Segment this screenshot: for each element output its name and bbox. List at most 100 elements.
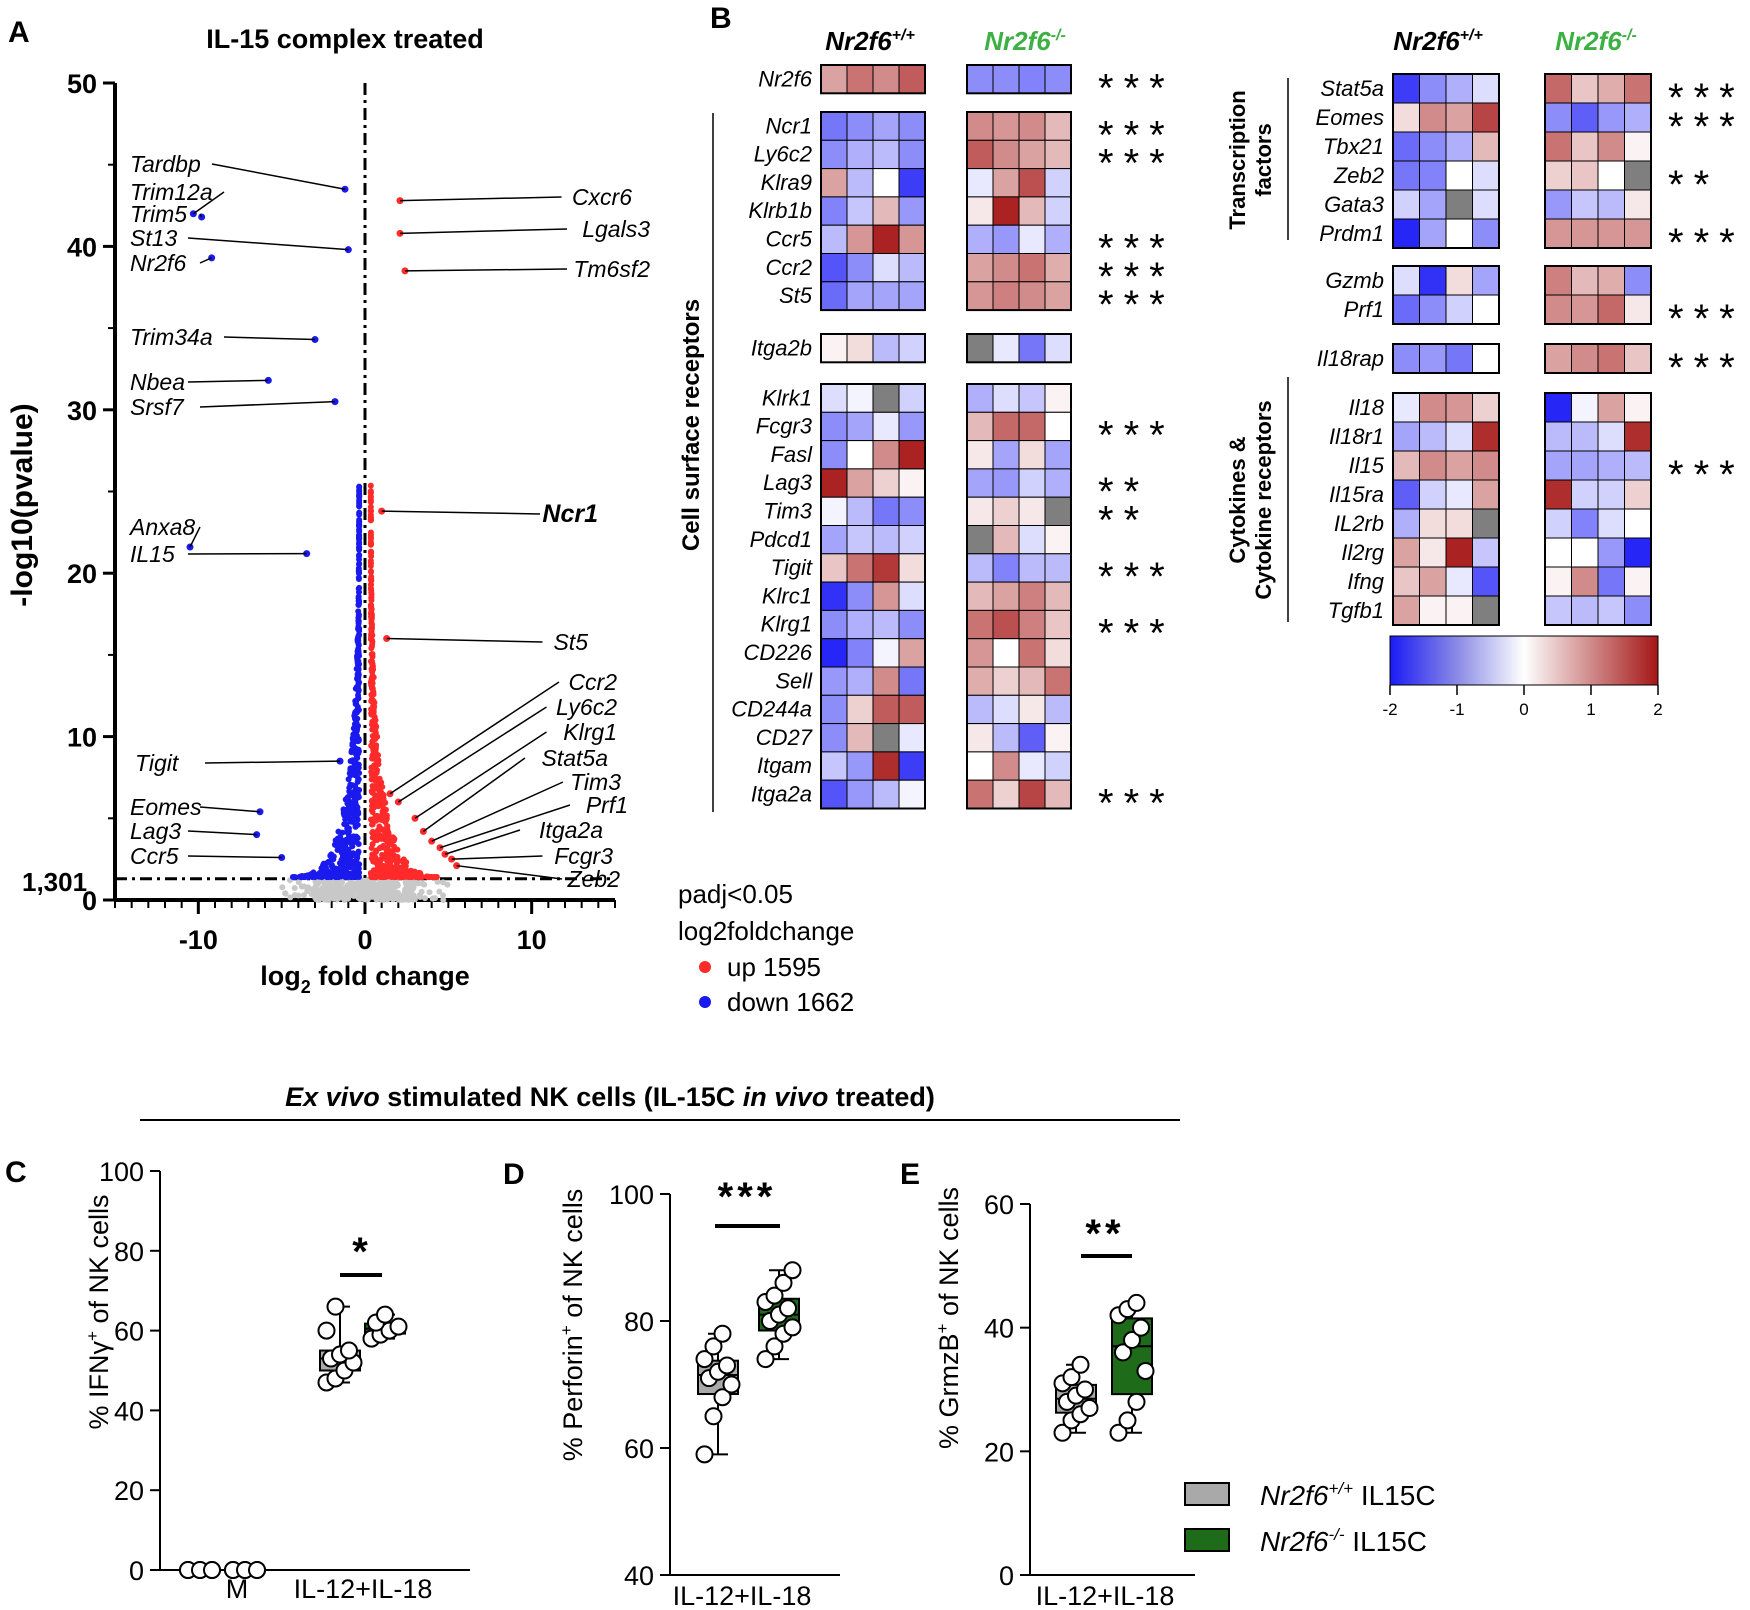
- heatmap-right-cell-il18rap: [1472, 343, 1500, 374]
- heatmap-left-cell-itga2a: [1018, 779, 1046, 810]
- heatmap-right-cell-il18rap: [1624, 343, 1652, 374]
- volcano-point-down: [356, 511, 363, 518]
- volcano-point-down: [346, 852, 353, 859]
- heatmap-left-block-outline: [966, 111, 1072, 312]
- heatmap-right-gene-gzmb: Gzmb: [1325, 268, 1384, 293]
- volcano-point-ns: [323, 883, 330, 890]
- panel-c-y-tick-label: 0: [129, 1556, 144, 1586]
- heatmap-left-cell-cd226: [898, 638, 926, 668]
- heatmap-left-cell-ccr2: [1044, 253, 1072, 283]
- volcano-point-down: [355, 694, 362, 701]
- heatmap-left-cell-klrc1: [898, 581, 926, 611]
- volcano-label-anxa8: Anxa8: [128, 514, 195, 540]
- volcano-point-ns: [380, 883, 387, 890]
- heatmap-left-cell-cd244a: [966, 694, 994, 725]
- heatmap-left-cell-nr2f6: [1018, 64, 1046, 94]
- heatmap-right-cell-zeb2: [1472, 160, 1500, 191]
- heatmap-left-cell-fcgr3: [1018, 411, 1046, 442]
- heatmap-left-cell-klrk1: [898, 383, 926, 413]
- volcano-leader-itga2a: [444, 829, 521, 855]
- heatmap-right-cell-prf1: [1445, 294, 1473, 325]
- volcano-point-ns: [327, 889, 334, 896]
- section-title: Ex vivo stimulated NK cells (IL-15C in v…: [140, 1082, 1180, 1121]
- heatmap-left-cell-ccr5: [898, 224, 926, 254]
- heatmap-right-cell-gata3: [1392, 189, 1420, 220]
- heatmap-left-cell-tim3: [898, 496, 926, 527]
- volcano-label-trim34a: Trim34a: [130, 324, 213, 350]
- volcano-leader-trim12a: [192, 191, 225, 215]
- heatmap-left-gene-sell: Sell: [775, 668, 813, 693]
- volcano-point-ns: [403, 891, 410, 898]
- panel-e-y-tick-label: 60: [984, 1190, 1014, 1220]
- heatmap-left-sig-st5: ***: [1098, 283, 1175, 327]
- heatmap-left-cell-klrb1b: [820, 196, 848, 226]
- panel-e-ko-point: [1118, 1411, 1137, 1430]
- heatmap-left-sig-nr2f6: ***: [1098, 66, 1175, 110]
- heatmap-left-sig-ccr2: ***: [1098, 255, 1175, 299]
- panel-e-x-cat: IL-12+IL-18: [1036, 1581, 1175, 1610]
- heatmap-left-cell-tim3: [846, 496, 874, 527]
- heatmap-left-cell-klrg1: [1018, 609, 1046, 640]
- heatmap-left-cell-cd27: [846, 723, 874, 753]
- heatmap-right-cell-il2rb: [1392, 508, 1420, 539]
- heatmap-left-ko-header: Nr2f6-/-: [984, 26, 1066, 56]
- volcano-point-up: [369, 789, 376, 796]
- heatmap-right-cell-tgfb1: [1392, 595, 1420, 626]
- heatmap-left-cell-pdcd1: [1044, 525, 1072, 555]
- heatmap-left-cell-ncr1: [898, 111, 926, 141]
- volcano-point-down: [353, 838, 360, 845]
- heatmap-right-cell-il15: [1419, 450, 1447, 481]
- heatmap-left-gene-ly6c2: Ly6c2: [754, 142, 812, 167]
- heatmap-left-cell-ly6c2: [872, 139, 900, 170]
- volcano-leader-tm6sf2: [404, 268, 568, 272]
- volcano-point-down: [355, 593, 362, 600]
- heatmap-left-block-outline: [966, 333, 1072, 364]
- panel-label-a: A: [8, 16, 30, 49]
- heatmap-right-cell-tbx21: [1624, 131, 1652, 162]
- heatmap-right-gene-tbx21: Tbx21: [1323, 134, 1384, 159]
- volcano-leader-tigit: [204, 760, 341, 764]
- legend-ko-label: Nr2f6-/- IL15C: [1260, 1525, 1427, 1557]
- volcano-label-st5: St5: [553, 629, 588, 655]
- heatmap-right-cell-il18r1: [1445, 421, 1473, 452]
- heatmap-left-sig-ly6c2: ***: [1098, 142, 1175, 186]
- heatmap-right-cell-gata3: [1597, 189, 1625, 220]
- volcano-point-up: [394, 853, 401, 860]
- heatmap-right-sig-il15: ***: [1668, 453, 1745, 497]
- panel-label-e: E: [900, 1158, 920, 1191]
- volcano-point-down: [355, 561, 362, 568]
- heatmap-left-sig-fcgr3: ***: [1098, 414, 1175, 458]
- panel-d-wt-point: [722, 1375, 741, 1394]
- heatmap-right-cell-il2rb: [1445, 508, 1473, 539]
- heatmap-left-cell-nr2f6: [992, 64, 1020, 94]
- heatmap-left-gene-itgam: Itgam: [757, 753, 812, 778]
- colorbar-tick-label: 2: [1653, 700, 1662, 719]
- heatmap-left-cell-st5: [966, 281, 994, 311]
- legend-up: up 1595: [727, 952, 821, 982]
- volcano-point-ns: [359, 880, 366, 887]
- volcano-point-up: [367, 541, 374, 548]
- heatmap-left-cell-klrk1: [846, 383, 874, 413]
- heatmap-left-cell-cd244a: [872, 694, 900, 725]
- volcano-point-down: [355, 671, 362, 678]
- volcano-point-ns: [300, 892, 307, 899]
- panel-d-ko-point: [779, 1299, 797, 1318]
- volcano-point-down: [356, 534, 363, 541]
- volcano-point-down: [310, 871, 317, 878]
- panel-c-x-cat-m: M: [226, 1574, 249, 1604]
- heatmap-right-cell-il18r1: [1419, 421, 1447, 452]
- volcano-point-up: [368, 807, 375, 814]
- heatmap-left-block-outline: [820, 333, 926, 364]
- heatmap-left-sig-tigit: ***: [1098, 555, 1175, 599]
- heatmap-left-cell-itgam: [820, 751, 848, 781]
- panel-e-ko-point: [1136, 1361, 1155, 1380]
- heatmap-left-cell-cd244a: [992, 694, 1020, 725]
- heatmap-right-cell-il15ra: [1419, 479, 1447, 510]
- heatmap-right-cell-gzmb: [1544, 265, 1572, 296]
- volcano-y-tick-label: 0: [82, 886, 97, 916]
- volcano-point-up: [373, 817, 380, 824]
- heatmap-right-gene-il15: Il15: [1349, 453, 1385, 478]
- volcano-point-down: [347, 791, 354, 798]
- volcano-leader-fcgr3: [451, 855, 543, 860]
- heatmap-left-cell-tigit: [966, 553, 994, 583]
